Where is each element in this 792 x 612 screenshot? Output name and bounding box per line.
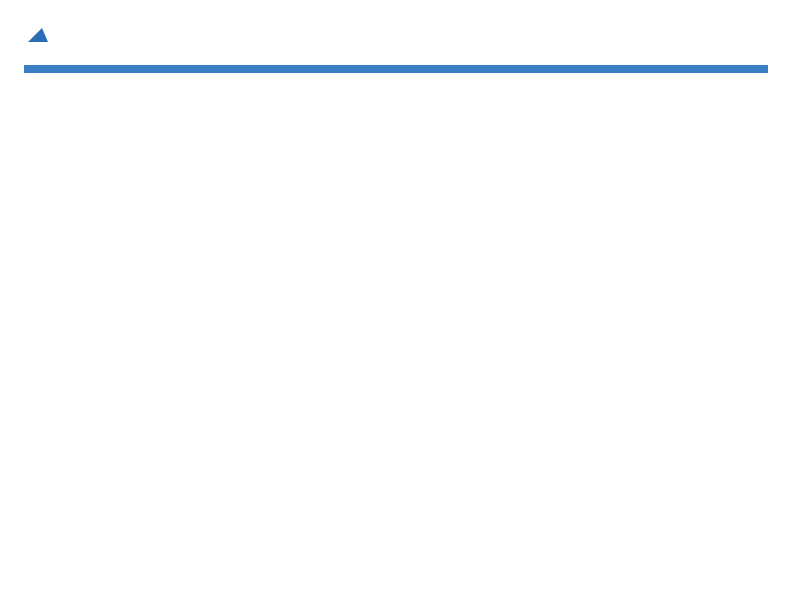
- weekday-header: [237, 65, 343, 73]
- weekday-header: [130, 65, 236, 73]
- logo: [24, 28, 48, 53]
- weekday-header: [343, 65, 449, 73]
- weekday-header-row: [24, 65, 768, 73]
- weekday-header: [555, 65, 661, 73]
- weekday-header: [449, 65, 555, 73]
- weekday-header: [662, 65, 768, 73]
- weekday-header: [24, 65, 130, 73]
- header: [24, 20, 768, 53]
- calendar-table: [24, 65, 768, 73]
- logo-triangle-icon: [28, 28, 48, 47]
